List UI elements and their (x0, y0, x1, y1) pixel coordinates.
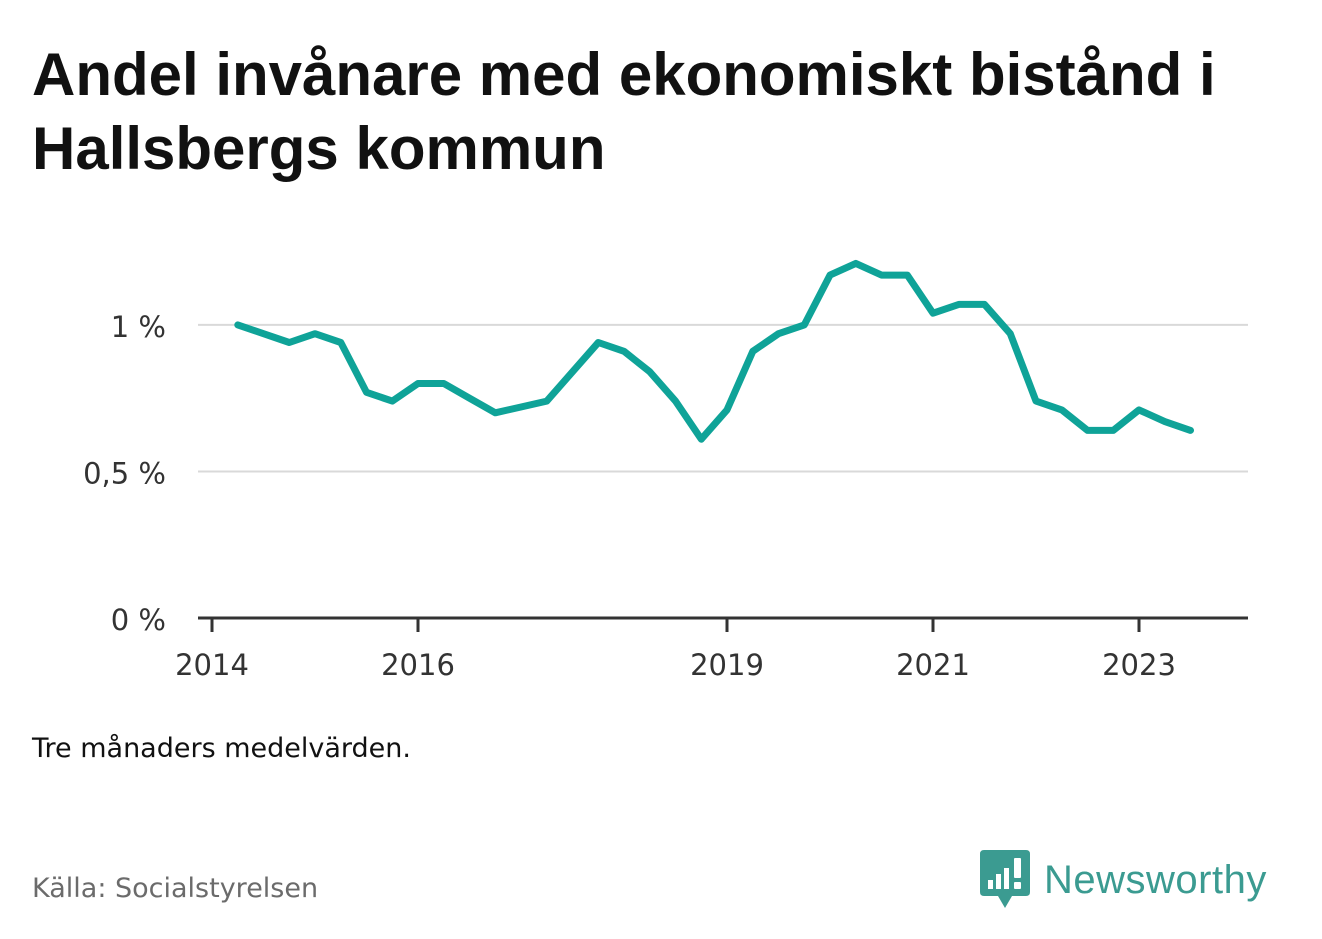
x-tick-label: 2016 (381, 648, 455, 682)
y-axis-tick-labels: 0 % 0,5 % 1 % (83, 310, 166, 637)
series-line (234, 259, 1194, 443)
x-axis-ticks: 2014 2016 2019 2021 2023 (175, 618, 1176, 682)
gridlines (198, 323, 1248, 473)
chart-title: Andel invånare med ekonomiskt bistånd i … (32, 41, 1216, 182)
x-tick-label: 2023 (1102, 648, 1176, 682)
y-tick-label: 0 % (111, 603, 166, 637)
y-tick-label: 1 % (111, 310, 166, 344)
newsworthy-logo[interactable]: Newsworthy (980, 850, 1267, 910)
x-tick-label: 2014 (175, 648, 249, 682)
newsworthy-logo-icon (980, 850, 1030, 908)
chart-note: Tre månaders medelvärden. (32, 733, 411, 764)
source-credit: Källa: Socialstyrelsen (32, 873, 319, 904)
x-tick-label: 2021 (896, 648, 970, 682)
newsworthy-logo-text: Newsworthy (1044, 857, 1267, 902)
x-tick-label: 2019 (690, 648, 764, 682)
series-layer (234, 259, 1194, 443)
y-tick-label: 0,5 % (83, 456, 166, 490)
